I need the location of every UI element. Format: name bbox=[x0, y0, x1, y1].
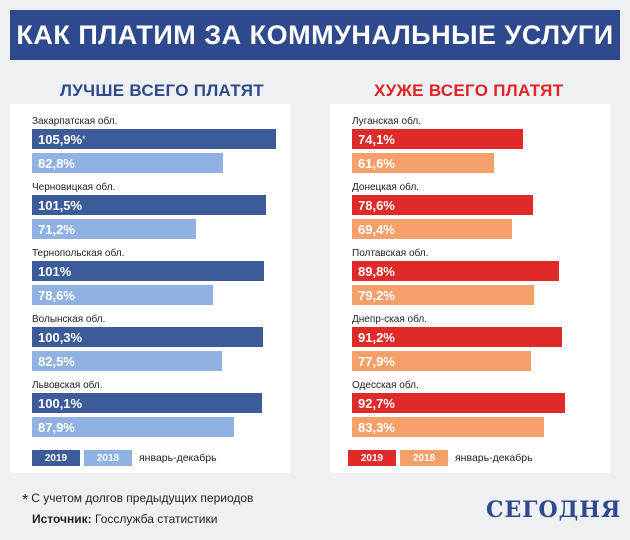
region-label: Полтавская обл. bbox=[352, 248, 429, 259]
region-label: Днепр-ская обл. bbox=[352, 314, 427, 325]
bar-2019: 105,9% * bbox=[32, 129, 276, 149]
footnote-marker: * bbox=[82, 134, 86, 144]
bar-2018: 69,4% bbox=[352, 219, 512, 239]
region-label: Черновицкая обл. bbox=[32, 182, 116, 193]
source-label: Источник: bbox=[32, 512, 92, 526]
bar-2018: 71,2% bbox=[32, 219, 196, 239]
bar-2019: 74,1% bbox=[352, 129, 523, 149]
segodnya-logo: СЕГОДНЯ bbox=[486, 497, 622, 523]
best-panel: Закарпатская обл. 105,9% * 82,8% Черновицкая… bbox=[10, 104, 290, 473]
footnote-text: С учетом долгов предыдущих периодов bbox=[31, 491, 254, 505]
region-label: Закарпатская обл. bbox=[32, 116, 118, 127]
bar-2018: 83,3% bbox=[352, 417, 544, 437]
source-line: Источник: Госслужба статистики bbox=[32, 512, 217, 526]
legend-2018-swatch: 2018 bbox=[400, 450, 448, 466]
bar-2018: 87,9% bbox=[32, 417, 234, 437]
legend-2019-swatch: 2019 bbox=[32, 450, 80, 466]
region-label: Львовская обл. bbox=[32, 380, 103, 391]
best-heading: ЛУЧШЕ ВСЕГО ПЛАТЯТ bbox=[60, 81, 264, 100]
source-text: Госслужба статистики bbox=[95, 512, 218, 526]
region-label: Тернопольская обл. bbox=[32, 248, 125, 259]
legend-period: январь-декабрь bbox=[455, 452, 533, 464]
page-title: КАК ПЛАТИМ ЗА КОММУНАЛЬНЫЕ УСЛУГИ bbox=[16, 19, 614, 50]
legend-period: январь-декабрь bbox=[139, 452, 217, 464]
bar-2019: 89,8% bbox=[352, 261, 559, 281]
title-bar: КАК ПЛАТИМ ЗА КОММУНАЛЬНЫЕ УСЛУГИ bbox=[10, 10, 620, 60]
bar-2019: 91,2% bbox=[352, 327, 562, 347]
bar-2019: 78,6% bbox=[352, 195, 533, 215]
bar-2018: 78,6% bbox=[32, 285, 213, 305]
best-legend: 2019 2018 январь-декабрь bbox=[32, 450, 217, 466]
region-label: Одесская обл. bbox=[352, 380, 419, 391]
bar-2018: 79,2% bbox=[352, 285, 534, 305]
region-label: Донецкая обл. bbox=[352, 182, 420, 193]
bar-2018: 82,5% bbox=[32, 351, 222, 371]
footnote-star: * bbox=[22, 492, 29, 509]
bar-2019: 100,3% bbox=[32, 327, 263, 347]
bar-2019: 100,1% bbox=[32, 393, 262, 413]
footnote: * С учетом долгов предыдущих периодов bbox=[22, 491, 253, 510]
bar-2018: 77,9% bbox=[352, 351, 531, 371]
bar-2019: 101,5% bbox=[32, 195, 266, 215]
bar-2019: 101% bbox=[32, 261, 264, 281]
bar-2019: 92,7% bbox=[352, 393, 565, 413]
worst-heading: ХУЖЕ ВСЕГО ПЛАТЯТ bbox=[374, 81, 564, 100]
bar-2018: 82,8% bbox=[32, 153, 223, 173]
region-label: Луганская обл. bbox=[352, 116, 421, 127]
legend-2018-swatch: 2018 bbox=[84, 450, 132, 466]
legend-2019-swatch: 2019 bbox=[348, 450, 396, 466]
bar-2018: 61,6% bbox=[352, 153, 494, 173]
worst-panel: Луганская обл. 74,1% 61,6% Донецкая обл. 78,… bbox=[330, 104, 610, 473]
region-label: Волынская обл. bbox=[32, 314, 106, 325]
worst-legend: 2019 2018 январь-декабрь bbox=[348, 450, 533, 466]
